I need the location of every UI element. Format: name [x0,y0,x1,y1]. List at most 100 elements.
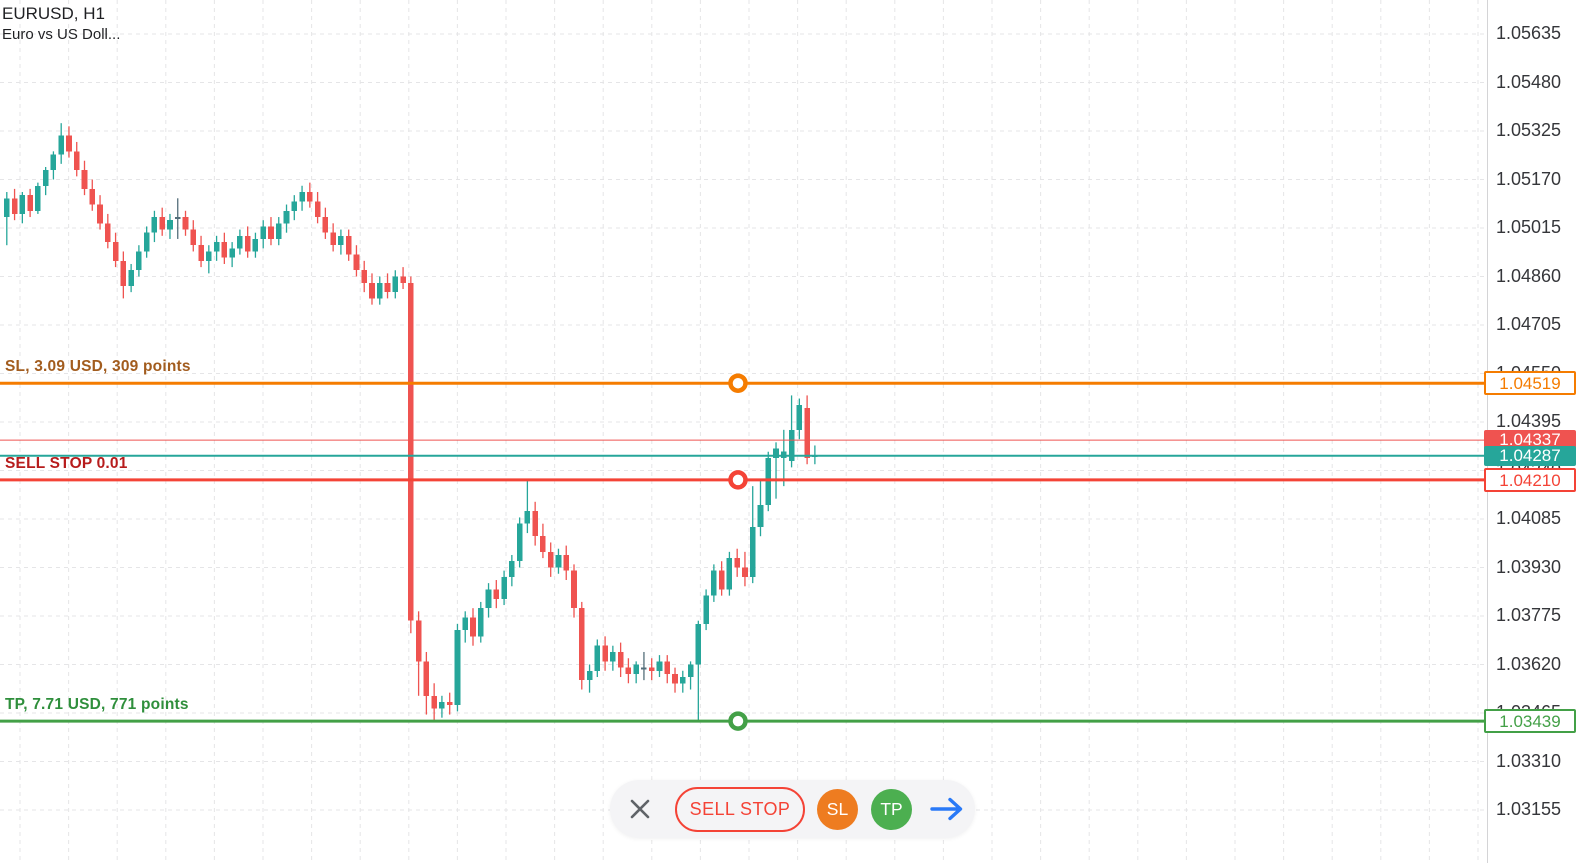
sl-line-label: SL, 3.09 USD, 309 points [5,358,191,376]
candle-body [35,185,41,211]
candle-body [369,282,375,299]
candle-body [617,651,624,668]
candle-body [105,223,111,243]
candle-body [73,151,80,171]
candle-body [796,404,803,430]
candle-body [485,589,492,609]
candle-body [268,226,274,239]
candle-body [547,551,554,568]
candle-body [749,526,756,577]
candle-body [81,170,88,189]
candle-body [765,457,772,505]
axis-tick-label: 1.05170 [1496,168,1562,189]
chart-canvas[interactable] [0,0,1487,863]
candle-body [563,554,570,571]
candle-body [345,235,352,255]
candle-body [4,198,10,218]
candle-body [431,695,437,709]
axis-tick-label: 1.05325 [1496,120,1562,140]
candle-body [143,232,150,252]
axis-tick-label: 1.04860 [1496,265,1562,286]
candle-body [174,217,181,220]
candle-body [182,217,189,230]
candle-body [89,188,96,205]
tp-button[interactable]: TP [871,788,912,830]
axis-tick-label: 1.05635 [1496,23,1562,43]
axis-tick-label: 1.03620 [1496,653,1562,674]
candle-body [322,217,329,233]
candle-body [532,511,538,537]
order-lines [0,373,1487,731]
candle-body [586,670,593,681]
candle-body [625,667,632,674]
sell-stop-button[interactable]: SELL STOP [675,786,805,832]
candle-body [415,620,422,662]
candle-body [252,238,259,252]
candle-body [470,617,476,637]
candle-body [136,251,142,271]
candle-body [27,195,33,211]
candle-body [516,523,523,562]
candle-body [384,282,391,293]
sl-button[interactable]: SL [817,788,858,830]
candle-body [711,570,717,596]
candle-body [757,504,764,527]
candle-body [555,554,562,568]
candle-body [454,630,461,706]
close-icon[interactable] [628,797,652,821]
grid [0,0,1487,863]
candle-body [578,608,585,681]
candle-body [439,702,445,709]
axis-tick-label: 1.04705 [1496,314,1562,334]
candle-body [648,667,655,671]
candle-body [633,664,639,674]
entry-line-handle[interactable] [728,470,748,490]
order-toolbar: SELL STOP SL TP [610,780,975,838]
candle-body [314,201,321,218]
candle-body [97,204,103,224]
ask-price-box: 1.04337 [1484,430,1576,451]
candle-body [19,195,26,214]
symbol-title: EURUSD, H1 [2,4,105,23]
candle-body [307,192,313,202]
candle-body [423,661,430,696]
candle-body [493,589,500,599]
sl-price-box: 1.04519 [1484,371,1576,396]
tp-price-box: 1.03439 [1484,709,1576,734]
sl-line-handle[interactable] [728,373,748,393]
candle-body [330,232,336,246]
candle-body [283,210,290,224]
candle-body [58,135,64,155]
candle-body [571,570,577,609]
candle-body [361,270,368,283]
symbol-description: Euro vs US Doll... [2,26,121,44]
bid-price-box: 1.04287 [1484,445,1576,466]
candle-body [773,448,779,458]
symbol-header: EURUSD, H1 Euro vs US Doll... [2,4,120,44]
axis-tick-label: 1.04395 [1496,411,1562,431]
candle-body [477,608,484,637]
confirm-arrow-icon[interactable] [929,796,965,822]
candle-body [540,536,546,552]
candle-body [198,245,204,261]
candle-body [213,242,220,252]
tp-line-handle[interactable] [728,711,748,731]
candle-body [734,558,740,568]
candle-body [679,677,686,684]
candle-body [237,235,243,249]
candle-body [695,623,702,665]
candle-body [687,664,694,678]
candle-body [50,154,57,171]
candle-body [610,651,616,662]
axis-tick-label: 1.05480 [1496,71,1562,92]
tp-line-label: TP, 7.71 USD, 771 points [5,696,189,714]
candle-body [128,270,134,286]
candle-body [291,201,298,211]
candle-body [66,135,72,152]
candle-body [275,223,282,239]
candle-body [656,661,663,671]
axis-tick-label: 1.03930 [1496,556,1562,577]
candle-body [151,217,158,233]
candle-body [703,595,709,624]
